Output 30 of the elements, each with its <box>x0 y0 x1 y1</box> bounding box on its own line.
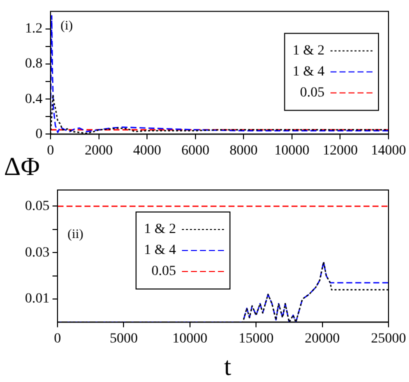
x-tick-label: 4000 <box>133 143 162 158</box>
legend-label: 0.05 <box>300 86 324 101</box>
legend-label: 0.05 <box>151 264 176 280</box>
x-tick-label: 10000 <box>172 331 208 346</box>
x-axis-title: t <box>224 352 232 382</box>
y-tick-label: 0.03 <box>25 245 50 260</box>
annotation: (ii) <box>68 226 84 241</box>
x-tick-label: 0 <box>54 331 61 346</box>
y-tick-label: 1.2 <box>25 22 42 37</box>
x-tick-label: 20000 <box>304 331 340 346</box>
y-tick-label: 0.8 <box>25 56 42 72</box>
legend-label: 1 & 4 <box>292 64 324 80</box>
legend-label: 1 & 2 <box>144 222 176 238</box>
x-tick-label: 10000 <box>274 143 310 158</box>
y-tick-label: 0 <box>36 126 42 142</box>
x-tick-label: 25000 <box>371 331 406 346</box>
x-tick-label: 6000 <box>181 143 210 158</box>
x-tick-label: 5000 <box>110 331 138 346</box>
legend-label: 1 & 2 <box>292 44 324 59</box>
x-tick-label: 12000 <box>322 143 358 158</box>
y-tick-label: 0.01 <box>25 292 50 307</box>
y-axis-title: ΔΦ <box>4 152 40 182</box>
legend-label: 1 & 4 <box>144 243 176 258</box>
x-tick-label: 15000 <box>238 331 274 346</box>
y-tick-label: 0.4 <box>25 92 42 107</box>
annotation: (i) <box>60 17 73 32</box>
x-tick-label: 2000 <box>84 143 113 158</box>
x-tick-label: 8000 <box>230 143 258 158</box>
x-tick-label: 14000 <box>371 143 406 158</box>
y-tick-label: 0.05 <box>25 198 50 214</box>
